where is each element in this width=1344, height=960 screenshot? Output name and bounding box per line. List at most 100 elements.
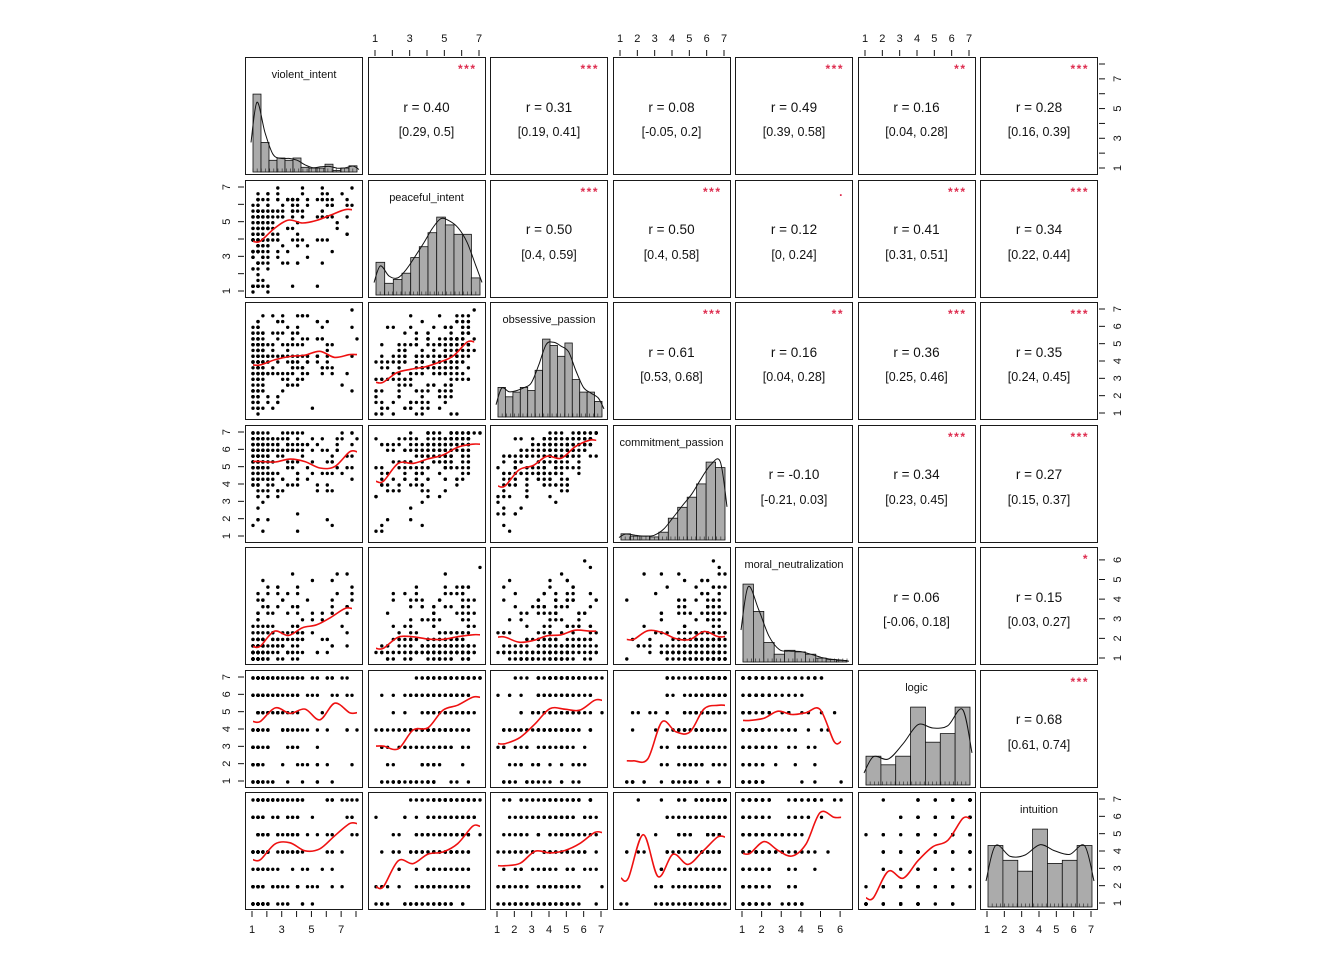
data-point [536,598,541,602]
loess-line [252,449,358,469]
data-point [385,360,389,364]
data-point [271,366,275,370]
data-point [466,611,470,615]
data-point [705,605,709,609]
data-point [460,867,464,871]
data-point [396,436,401,440]
data-point [682,578,686,583]
data-point [454,591,459,596]
data-point [251,383,255,387]
data-point [286,611,290,615]
data-point [261,471,265,475]
data-point [295,762,300,766]
data-point [295,448,300,452]
data-point [554,833,558,837]
data-point [276,442,280,446]
data-point [437,650,441,655]
data-point [676,644,680,648]
data-point [711,585,715,589]
data-point [460,815,464,819]
data-point [431,902,435,906]
data-point [385,325,389,329]
data-point [256,197,260,201]
data-point [266,436,270,440]
data-point [448,710,453,714]
data-point [345,798,349,802]
data-point [583,745,587,749]
data-point [513,436,517,440]
data-point [281,214,285,219]
data-point [583,675,587,680]
data-point [251,631,255,635]
data-point [271,232,275,236]
data-point [379,850,383,854]
data-point [266,644,270,648]
data-point [454,833,459,837]
data-point [722,631,727,635]
data-point [286,360,290,364]
data-point [754,727,758,732]
significance-stars: *** [947,184,967,199]
data-point [630,710,634,714]
histogram-canvas [863,706,972,785]
data-point [256,693,260,697]
data-point [502,471,506,475]
data-point [454,314,459,318]
data-point [525,482,529,487]
data-point [402,727,407,732]
data-point [310,618,315,622]
data-point [747,693,752,697]
data-point [565,675,569,680]
histogram-bar [557,355,566,418]
panel-correlation-peaceful_intent-intuition: *** r = 0.34 [0.22, 0.44] [980,179,1098,298]
data-point [531,442,535,446]
data-point [636,644,640,648]
data-point [396,395,401,399]
data-point [431,779,435,784]
data-point [665,745,669,749]
data-point [741,727,745,732]
histogram-bar [686,496,697,540]
data-point [513,779,517,784]
data-point [443,885,447,889]
data-point [682,727,686,732]
data-point [350,598,354,602]
data-point [290,482,295,487]
data-point [420,453,424,458]
data-point [290,572,295,576]
data-point [437,337,441,341]
data-point [325,833,329,837]
data-point [391,850,395,854]
data-point [466,354,470,358]
data-point [414,779,418,784]
data-point [437,762,441,766]
data-point [507,727,512,732]
data-point [266,243,270,247]
data-point [391,779,395,784]
data-point [425,675,430,680]
data-point [554,611,558,615]
data-point [281,727,285,732]
data-point [266,453,270,458]
data-point [276,605,280,609]
data-point [711,611,715,615]
data-point [414,442,418,446]
data-point [554,430,558,435]
data-point [502,585,506,589]
data-point [414,815,418,819]
data-point [261,637,265,642]
data-point [460,377,464,381]
data-point [577,644,581,648]
data-point [636,710,640,714]
data-point [271,779,275,784]
data-point [565,657,569,661]
data-point [251,436,255,440]
data-point [420,319,424,324]
data-point [693,779,698,784]
correlation-value: r = 0.28 [1015,99,1063,115]
data-point [466,745,470,749]
data-point [300,618,305,622]
data-point [531,779,535,784]
panel-correlation-commitment_passion-moral_neutralization: r = -0.10 [-0.21, 0.03] [735,424,853,543]
data-point [315,779,320,784]
